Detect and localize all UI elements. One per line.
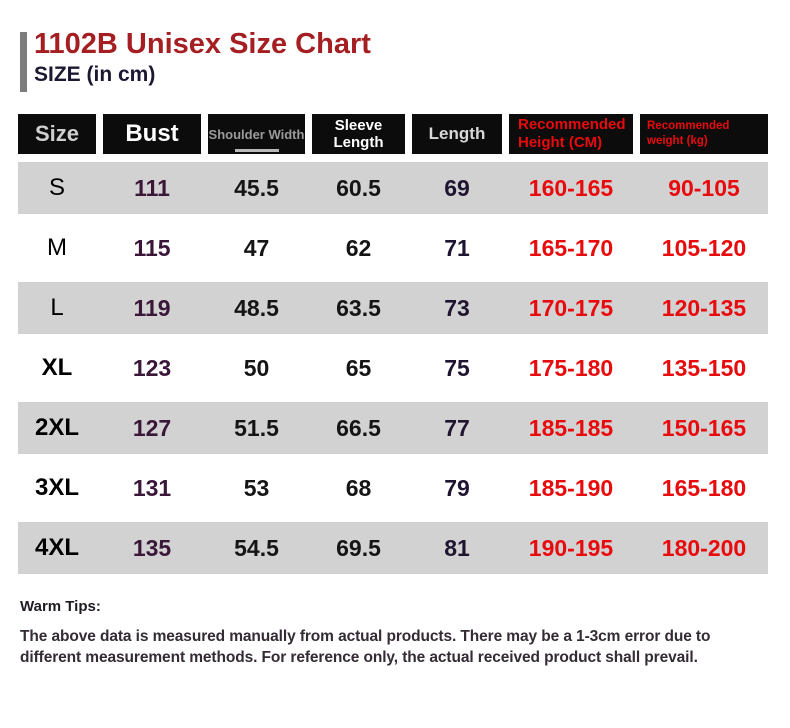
shoulder-width-underline [234, 149, 279, 153]
cell-size: XL [41, 354, 73, 382]
table-row-xl: XL 123 50 65 75 175-180 135-150 [18, 342, 768, 394]
cell-length: 77 [444, 414, 470, 441]
cell-bust: 119 [133, 294, 171, 321]
page-header: 1102B Unisex Size Chart SIZE (in cm) [20, 28, 790, 92]
cell-recommended-height: 185-190 [528, 474, 614, 501]
title-accent-bar [20, 32, 27, 92]
cell-recommended-height: 165-170 [528, 234, 614, 261]
cell-shoulder-width: 47 [243, 234, 270, 261]
cell-recommended-weight: 90-105 [668, 174, 740, 201]
table-row-2xl: 2XL 127 51.5 66.5 77 185-185 150-165 [18, 402, 768, 455]
column-header-recommended-height: Recommended Height (CM) [509, 114, 633, 155]
cell-size: 3XL [34, 474, 79, 502]
table-header-row: Size Bust Shoulder Width Sleeve Length Lengt… [18, 114, 768, 155]
cell-sleeve-length: 65 [345, 354, 372, 381]
table-row-3xl: 3XL 131 53 68 79 185-190 165-180 [18, 462, 768, 514]
page-subtitle: SIZE (in cm) [34, 63, 156, 87]
table-body: S 111 45.5 60.5 69 160-165 90-105 M 115 47 62 71 165… [18, 162, 768, 575]
cell-recommended-weight: 105-120 [661, 234, 747, 261]
cell-recommended-weight: 180-200 [661, 534, 747, 561]
cell-shoulder-width: 50 [243, 354, 270, 381]
cell-bust: 131 [132, 474, 172, 501]
cell-sleeve-length: 63.5 [336, 294, 381, 321]
cell-bust: 135 [132, 534, 172, 561]
cell-size: 2XL [34, 414, 79, 442]
cell-sleeve-length: 62 [345, 234, 372, 261]
cell-recommended-height: 160-165 [528, 174, 614, 201]
cell-length: 69 [444, 174, 470, 201]
cell-shoulder-width: 48.5 [234, 294, 279, 321]
table-row-4xl: 4XL 135 54.5 69.5 81 190-195 180-200 [18, 522, 768, 575]
cell-size: S [48, 174, 65, 202]
column-header-length: Length [412, 114, 502, 155]
cell-recommended-weight: 120-135 [661, 294, 747, 321]
cell-recommended-height: 175-180 [528, 354, 614, 381]
cell-bust: 111 [134, 174, 170, 201]
cell-recommended-height: 190-195 [528, 534, 614, 561]
table-row-m: M 115 47 62 71 165-170 105-120 [18, 222, 768, 274]
cell-recommended-height: 170-175 [528, 294, 614, 321]
cell-bust: 123 [132, 354, 172, 381]
size-chart-table: Size Bust Shoulder Width Sleeve Length Lengt… [18, 114, 768, 575]
cell-shoulder-width: 51.5 [234, 414, 279, 441]
page-title: 1102B Unisex Size Chart [34, 28, 371, 60]
cell-bust: 115 [133, 234, 171, 261]
cell-length: 79 [444, 474, 470, 501]
cell-sleeve-length: 60.5 [336, 174, 381, 201]
tips-body: The above data is measured manually from… [20, 628, 711, 667]
column-header-recommended-weight: Recommended weight (kg) [640, 114, 768, 155]
cell-size: 4XL [34, 534, 79, 562]
cell-size: L [50, 294, 64, 322]
cell-shoulder-width: 54.5 [234, 534, 279, 561]
tips-title: Warm Tips: [20, 598, 101, 616]
cell-recommended-height: 185-185 [528, 414, 614, 441]
cell-recommended-weight: 165-180 [661, 474, 747, 501]
column-header-shoulder-width: Shoulder Width [208, 114, 305, 155]
warm-tips-section: Warm Tips: The above data is measured ma… [20, 598, 772, 669]
column-header-bust: Bust [103, 114, 201, 155]
cell-sleeve-length: 66.5 [336, 414, 381, 441]
cell-sleeve-length: 68 [345, 474, 372, 501]
cell-length: 75 [444, 354, 470, 381]
cell-shoulder-width: 45.5 [234, 174, 279, 201]
cell-length: 73 [444, 294, 470, 321]
cell-length: 81 [444, 534, 470, 561]
table-row-s: S 111 45.5 60.5 69 160-165 90-105 [18, 162, 768, 215]
column-header-sleeve-length: Sleeve Length [312, 114, 405, 155]
column-header-size: Size [18, 114, 96, 155]
cell-shoulder-width: 53 [243, 474, 270, 501]
cell-recommended-weight: 135-150 [661, 354, 747, 381]
table-row-l: L 119 48.5 63.5 73 170-175 120-135 [18, 282, 768, 335]
cell-length: 71 [444, 234, 470, 261]
size-chart-page: 1102B Unisex Size Chart SIZE (in cm) Siz… [0, 28, 790, 728]
cell-sleeve-length: 69.5 [336, 534, 381, 561]
cell-bust: 127 [132, 414, 172, 441]
cell-size: M [47, 234, 67, 262]
cell-recommended-weight: 150-165 [661, 414, 747, 441]
